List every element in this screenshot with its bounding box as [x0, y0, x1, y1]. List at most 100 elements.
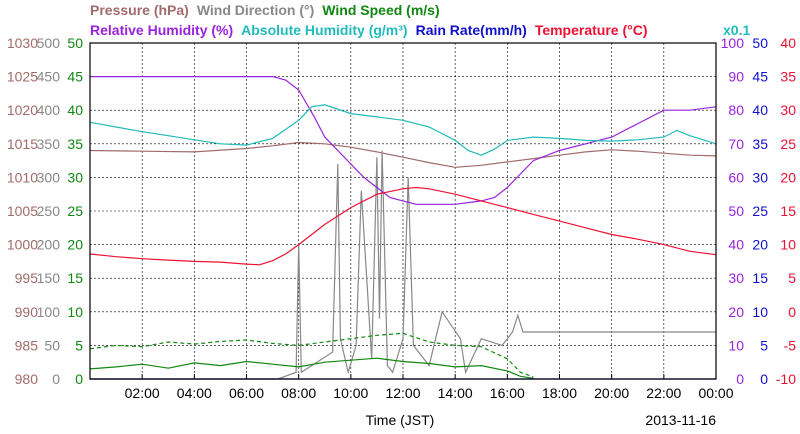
legend: Pressure (hPa) Wind Direction (°) Wind Spe… [90, 2, 750, 38]
temperature-tick-label: 0 [788, 304, 796, 320]
wind-speed-tick-label: 20 [67, 237, 83, 253]
temperature-tick-label: 15 [780, 203, 796, 219]
series-line-7 [89, 186, 717, 266]
legend-entry: Wind Direction (°) [197, 2, 314, 18]
temperature-tick-label: 5 [788, 270, 796, 286]
relative-humidity-tick-label: 100 [721, 35, 745, 51]
aux-scale-label: x0.1 [723, 22, 750, 38]
temperature-tick-label: 25 [780, 136, 796, 152]
wind-speed-tick-label: 45 [67, 69, 83, 85]
rain-rate-tick-label: 0 [760, 371, 768, 387]
temperature-tick-label: 30 [780, 102, 796, 118]
rain-rate-tick-label: 45 [752, 69, 768, 85]
pressure-tick-label: 990 [15, 304, 39, 320]
rain-rate-tick-label: 30 [752, 169, 768, 185]
wind-direction-tick-label: 0 [52, 371, 60, 387]
x-tick-label: 22:00 [646, 385, 681, 401]
wind-direction-tick-label: 150 [37, 270, 61, 286]
pressure-tick-label: 1025 [7, 69, 38, 85]
wind-direction-tick-label: 450 [37, 69, 61, 85]
pressure-tick-label: 1015 [7, 136, 38, 152]
temperature-tick-label: 40 [780, 35, 796, 51]
x-tick-label: 16:00 [490, 385, 525, 401]
legend-entry: Temperature (°C) [535, 22, 648, 38]
relative-humidity-tick-label: 60 [728, 169, 744, 185]
x-tick-label: 02:00 [125, 385, 160, 401]
series-line-2 [89, 332, 534, 378]
pressure-tick-label: 1010 [7, 169, 38, 185]
temperature-tick-label: 10 [780, 237, 796, 253]
wind-speed-tick-label: 15 [67, 270, 83, 286]
wind-speed-tick-label: 35 [67, 136, 83, 152]
x-tick-label: 18:00 [542, 385, 577, 401]
x-axis-title: Time (JST) [366, 412, 435, 428]
pressure-tick-label: 985 [15, 337, 39, 353]
series-line-5 [89, 104, 717, 156]
temperature-tick-label: -5 [784, 337, 797, 353]
x-tick-label: 04:00 [177, 385, 212, 401]
legend-entry: Wind Speed (m/s) [322, 2, 439, 18]
relative-humidity-tick-label: 50 [728, 203, 744, 219]
wind-direction-tick-label: 250 [37, 203, 61, 219]
legend-entry: Pressure (hPa) [90, 2, 189, 18]
pressure-tick-label: 1000 [7, 237, 38, 253]
series-line-1 [90, 150, 716, 380]
rain-rate-tick-label: 50 [752, 35, 768, 51]
relative-humidity-tick-label: 90 [728, 69, 744, 85]
pressure-tick-label: 1005 [7, 203, 38, 219]
series [89, 76, 717, 380]
relative-humidity-tick-label: 20 [728, 304, 744, 320]
temperature-tick-label: 20 [780, 169, 796, 185]
x-tick-label: 20:00 [594, 385, 629, 401]
wind-direction-tick-label: 100 [37, 304, 61, 320]
temperature-tick-label: -10 [776, 371, 796, 387]
wind-speed-tick-label: 0 [75, 371, 83, 387]
axes: 9809859909951000100510101015102010251030… [7, 35, 796, 401]
wind-speed-tick-label: 25 [67, 203, 83, 219]
x-tick-label: 00:00 [698, 385, 733, 401]
wind-speed-tick-label: 50 [67, 35, 83, 51]
relative-humidity-tick-label: 10 [728, 337, 744, 353]
rain-rate-tick-label: 20 [752, 237, 768, 253]
wind-speed-tick-label: 40 [67, 102, 83, 118]
wind-direction-tick-label: 350 [37, 136, 61, 152]
rain-rate-tick-label: 25 [752, 203, 768, 219]
grid [90, 43, 716, 379]
relative-humidity-tick-label: 70 [728, 136, 744, 152]
wind-speed-tick-label: 30 [67, 169, 83, 185]
pressure-tick-label: 1030 [7, 35, 38, 51]
rain-rate-tick-label: 40 [752, 102, 768, 118]
legend-entry: Rain Rate(mm/h) [416, 22, 527, 38]
rain-rate-tick-label: 10 [752, 304, 768, 320]
rain-rate-tick-label: 35 [752, 136, 768, 152]
wind-speed-tick-label: 10 [67, 304, 83, 320]
x-tick-label: 14:00 [438, 385, 473, 401]
wind-direction-tick-label: 50 [44, 337, 60, 353]
pressure-tick-label: 995 [15, 270, 39, 286]
x-tick-label: 06:00 [229, 385, 264, 401]
wind-speed-tick-label: 5 [75, 337, 83, 353]
temperature-tick-label: 35 [780, 69, 796, 85]
x-tick-label: 10:00 [333, 385, 368, 401]
legend-entry: Relative Humidity (%) [90, 22, 233, 38]
pressure-tick-label: 1020 [7, 102, 38, 118]
series-line-3 [89, 357, 534, 379]
series-line-4 [90, 76, 717, 205]
x-tick-label: 08:00 [281, 385, 316, 401]
wind-direction-tick-label: 400 [37, 102, 61, 118]
wind-direction-tick-label: 500 [37, 35, 61, 51]
x-tick-label: 12:00 [385, 385, 420, 401]
relative-humidity-tick-label: 30 [728, 270, 744, 286]
date-label: 2013-11-16 [645, 412, 716, 428]
wind-direction-tick-label: 300 [37, 169, 61, 185]
pressure-tick-label: 980 [15, 371, 39, 387]
relative-humidity-tick-label: 80 [728, 102, 744, 118]
series-line-0 [89, 141, 717, 168]
legend-entry: Absolute Humidity (g/m³) [241, 22, 407, 38]
rain-rate-tick-label: 5 [760, 337, 768, 353]
wind-direction-tick-label: 200 [37, 237, 61, 253]
relative-humidity-tick-label: 0 [736, 371, 744, 387]
rain-rate-tick-label: 15 [752, 270, 768, 286]
relative-humidity-tick-label: 40 [728, 237, 744, 253]
